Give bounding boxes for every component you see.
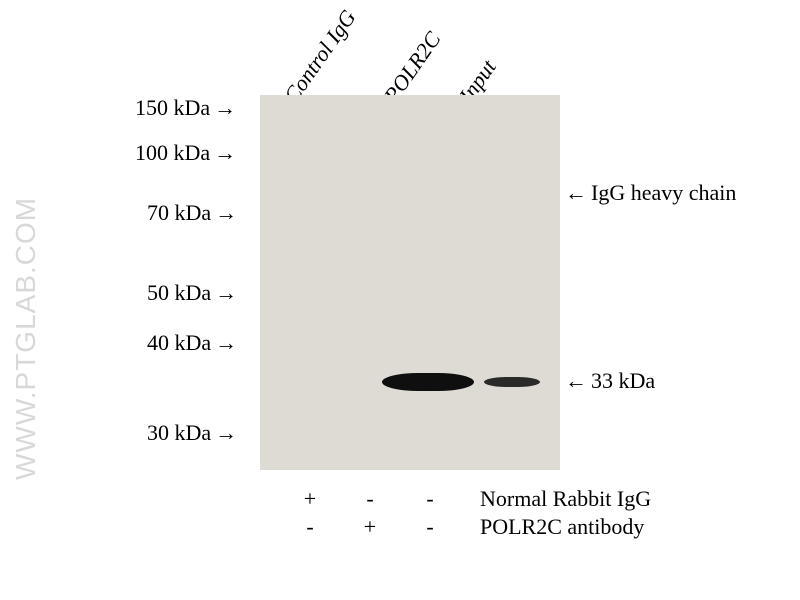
annotation-igg-heavy: ← IgG heavy chain [565,180,736,206]
arrow-right-icon: → [215,280,237,306]
watermark-text: WWW.PTGLAB.COM [10,197,42,480]
blot-membrane [260,95,560,470]
mw-marker-30: 30 kDa → [147,420,237,446]
mw-marker-100: 100 kDa → [135,140,236,166]
cell-r1c0: - [280,514,340,540]
band-33kda-text: 33 kDa [591,368,655,394]
table-row: - + - POLR2C antibody [280,513,651,541]
arrow-right-icon: → [215,200,237,226]
band-polr2c-main [382,373,474,391]
arrow-right-icon: → [214,140,236,166]
annotation-33kda: ← 33 kDa [565,368,655,394]
mw-marker-50: 50 kDa → [147,280,237,306]
arrow-right-icon: → [215,420,237,446]
cell-r1c2: - [400,514,460,540]
mw-marker-40: 40 kDa → [147,330,237,356]
condition-table: + - - Normal Rabbit IgG - + - POLR2C ant… [280,485,651,541]
igg-heavy-text: IgG heavy chain [591,180,736,206]
mw-marker-150: 150 kDa → [135,95,236,121]
table-row: + - - Normal Rabbit IgG [280,485,651,513]
mw-100-text: 100 kDa [135,140,210,166]
lane-label-control: Control IgG [279,5,362,108]
mw-40-text: 40 kDa [147,330,211,356]
arrow-left-icon: ← [565,180,587,206]
mw-150-text: 150 kDa [135,95,210,121]
cell-r0c2: - [400,486,460,512]
lane-label-control-text: Control IgG [279,5,361,107]
row-label-polr2c-ab: POLR2C antibody [480,514,644,540]
mw-70-text: 70 kDa [147,200,211,226]
cell-r0c1: - [340,486,400,512]
mw-30-text: 30 kDa [147,420,211,446]
cell-r0c0: + [280,486,340,512]
cell-r1c1: + [340,514,400,540]
mw-50-text: 50 kDa [147,280,211,306]
arrow-left-icon: ← [565,368,587,394]
band-polr2c-input [484,377,540,387]
arrow-right-icon: → [214,95,236,121]
mw-marker-70: 70 kDa → [147,200,237,226]
row-label-normal-igg: Normal Rabbit IgG [480,486,651,512]
arrow-right-icon: → [215,330,237,356]
figure-container: WWW.PTGLAB.COM Control IgG POLR2C Input … [0,0,800,600]
